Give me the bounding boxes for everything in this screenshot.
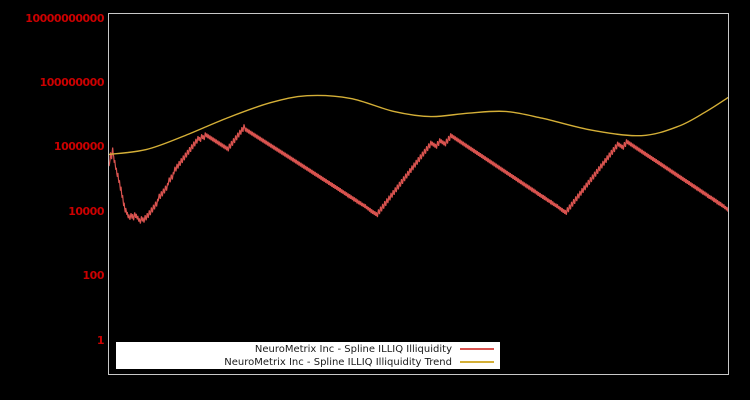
legend-entry-illiquidity-trend: NeuroMetrix Inc - Spline ILLIQ Illiquidi… <box>116 356 500 369</box>
y-axis-tick-10000: 10000 <box>68 204 104 218</box>
legend-swatch-illiquidity-trend <box>460 361 494 363</box>
series-line-illiquidity-trend <box>109 94 728 156</box>
y-axis-tick-100: 100 <box>82 269 105 283</box>
series-line-illiquidity <box>109 124 728 224</box>
legend-label-illiquidity: NeuroMetrix Inc - Spline ILLIQ Illiquidi… <box>254 343 452 355</box>
chart-legend: NeuroMetrix Inc - Spline ILLIQ Illiquidi… <box>116 342 500 369</box>
y-axis-tick-1: 1 <box>96 333 105 347</box>
y-axis-tick-labels: 10000000000 100000000 1000000 10000 100 1 <box>0 0 104 400</box>
legend-label-illiquidity-trend: NeuroMetrix Inc - Spline ILLIQ Illiquidi… <box>224 356 452 368</box>
y-axis-tick-1000000: 1000000 <box>53 140 105 154</box>
y-axis-tick-100000000: 100000000 <box>39 75 105 89</box>
y-axis-tick-10000000000: 10000000000 <box>25 11 104 25</box>
legend-swatch-illiquidity <box>460 348 494 350</box>
legend-entry-illiquidity: NeuroMetrix Inc - Spline ILLIQ Illiquidi… <box>116 343 500 356</box>
plot-area-frame <box>108 13 729 375</box>
